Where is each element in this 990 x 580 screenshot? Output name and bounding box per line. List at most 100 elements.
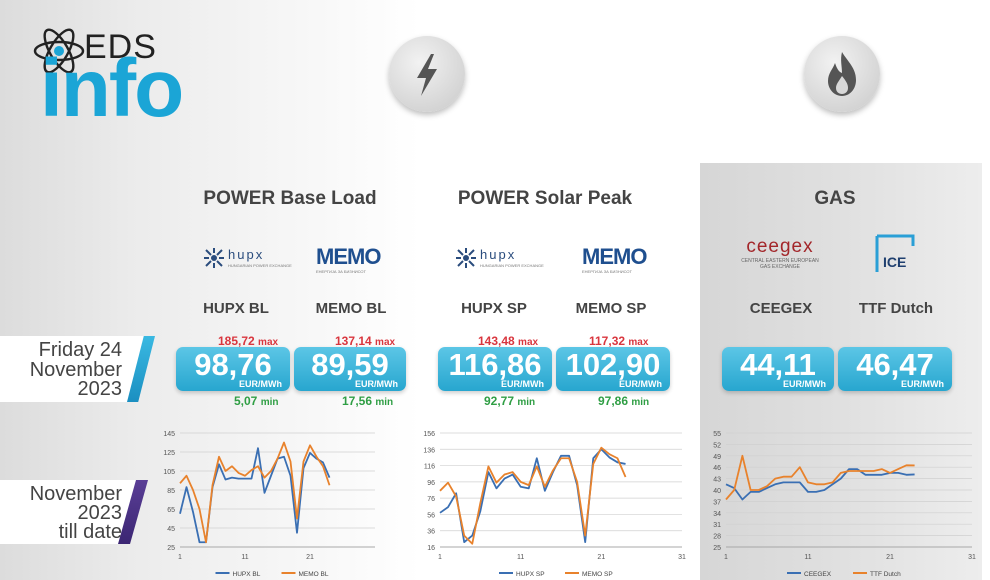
y-tick-label: 56: [427, 512, 435, 519]
market-label-ceegex: CEEGEX: [749, 300, 813, 317]
atom-logo-icon: [33, 28, 85, 74]
period-line-3: till date: [58, 521, 122, 543]
hupx-mark-icon: [456, 248, 476, 268]
x-tick-label: 11: [517, 554, 524, 561]
memo-logo-bl: MEMO ЕНЕРГИЈА ЗА БИЗНИСОТ: [316, 244, 396, 274]
ceegex-subtext-1: CENTRAL EASTERN EUROPEAN: [741, 258, 819, 264]
y-tick-label: 36: [427, 529, 435, 536]
x-tick-label: 31: [968, 554, 976, 561]
y-tick-label: 25: [713, 545, 721, 552]
max-memo-sp: 117,32 max: [589, 334, 648, 348]
y-tick-label: 16: [427, 545, 435, 552]
y-tick-label: 96: [427, 480, 435, 487]
min-value: 97,86: [598, 394, 629, 408]
series-line-1: [725, 454, 915, 501]
memo-text: MEMO: [582, 244, 647, 269]
market-label-hupx-sp: HUPX SP: [461, 300, 527, 317]
price-box-ceegex: 44,11 EUR/MWh: [722, 347, 834, 391]
x-tick-label: 1: [724, 554, 728, 561]
hupx-text: hupx: [228, 247, 265, 262]
price-box-memo-sp: 102,90 EUR/MWh: [556, 347, 670, 391]
ceegex-text: ceegex: [746, 236, 814, 257]
period-banner: [0, 480, 140, 544]
memo-text: MEMO: [316, 244, 381, 269]
memo-subtext: ЕНЕРГИЈА ЗА БИЗНИСОТ: [582, 269, 632, 274]
min-value: 17,56: [342, 394, 373, 408]
series-line-0: [179, 447, 331, 544]
max-value: 137,14: [335, 334, 372, 348]
price-unit: EUR/MWh: [239, 379, 282, 389]
price-box-ttf: 46,47 EUR/MWh: [838, 347, 952, 391]
price-box-memo-bl: 89,59 EUR/MWh: [294, 347, 406, 391]
y-tick-label: 45: [167, 526, 175, 533]
min-memo-bl: 17,56 min: [342, 394, 393, 408]
min-label: min: [260, 397, 279, 408]
max-label: max: [518, 337, 539, 348]
period-line-2: 2023: [77, 502, 123, 524]
y-tick-label: 156: [423, 431, 435, 438]
y-tick-label: 28: [713, 534, 721, 541]
min-label: min: [631, 397, 650, 408]
y-tick-label: 105: [163, 469, 175, 476]
min-value: 92,77: [484, 394, 515, 408]
legend-label: TTF Dutch: [870, 571, 901, 578]
price-unit: EUR/MWh: [355, 379, 398, 389]
min-hupx-bl: 5,07 min: [234, 394, 278, 408]
y-tick-label: 145: [163, 431, 175, 438]
max-hupx-sp: 143,48 max: [478, 334, 538, 348]
max-hupx-bl: 185,72 max: [218, 334, 278, 348]
power-circle: [389, 36, 465, 112]
y-tick-label: 25: [167, 545, 175, 552]
series-line-0: [725, 468, 915, 501]
ceegex-subtext-2: GAS EXCHANGE: [759, 264, 800, 270]
max-label: max: [375, 337, 396, 348]
x-tick-label: 21: [886, 554, 894, 561]
min-memo-sp: 97,86 min: [598, 394, 649, 408]
price-unit: EUR/MWh: [783, 379, 826, 389]
flame-icon: [828, 52, 856, 96]
x-tick-label: 11: [804, 554, 811, 561]
y-tick-label: 136: [423, 447, 435, 454]
series-line-1: [179, 441, 331, 544]
x-tick-label: 21: [597, 554, 605, 561]
price-value: 102,90: [565, 347, 661, 382]
y-tick-label: 116: [424, 464, 435, 471]
x-tick-label: 11: [241, 554, 248, 561]
x-tick-label: 1: [438, 554, 442, 561]
y-tick-label: 31: [713, 522, 721, 529]
series-line-0: [439, 448, 626, 544]
ceegex-logo: ceegex CENTRAL EASTERN EUROPEAN GAS EXCH…: [732, 236, 828, 276]
period-line-1: November: [29, 483, 122, 505]
ice-logo: ICE: [875, 234, 915, 274]
y-tick-label: 34: [713, 511, 721, 518]
date-banner: [0, 336, 150, 402]
legend-label: HUPX BL: [233, 571, 261, 578]
price-unit: EUR/MWh: [501, 379, 544, 389]
brand-info-text: info: [40, 43, 184, 134]
price-value: 98,76: [194, 347, 272, 382]
x-tick-label: 31: [678, 554, 686, 561]
max-value: 117,32: [589, 334, 626, 348]
legend-label: MEMO BL: [299, 571, 329, 578]
section-title-gas: GAS: [814, 188, 856, 209]
section-title-power-solar: POWER Solar Peak: [457, 188, 633, 209]
y-tick-label: 125: [163, 450, 175, 457]
hupx-mark-icon: [204, 248, 224, 268]
series-line-1: [439, 446, 627, 545]
y-tick-label: 52: [713, 442, 721, 449]
max-value: 185,72: [218, 334, 255, 348]
hupx-logo-sp: hupx HUNGARIAN POWER EXCHANGE: [455, 245, 545, 275]
y-tick-label: 65: [167, 507, 175, 514]
min-value: 5,07: [234, 394, 258, 408]
memo-subtext: ЕНЕРГИЈА ЗА БИЗНИСОТ: [316, 269, 366, 274]
price-box-hupx-sp: 116,86 EUR/MWh: [438, 347, 552, 391]
price-value: 116,86: [448, 347, 542, 382]
price-unit: EUR/MWh: [901, 379, 944, 389]
memo-logo-sp: MEMO ЕНЕРГИЈА ЗА БИЗНИСОТ: [582, 244, 662, 274]
max-label: max: [258, 337, 279, 348]
price-value: 44,11: [740, 347, 816, 382]
x-tick-label: 1: [178, 554, 182, 561]
hupx-logo-bl: hupx HUNGARIAN POWER EXCHANGE: [203, 245, 293, 275]
